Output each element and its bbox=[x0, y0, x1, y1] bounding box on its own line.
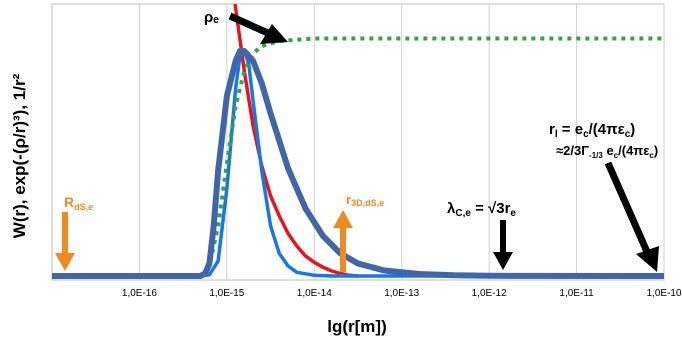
rl2-sub2: c bbox=[614, 151, 619, 160]
x-tick-labels: 1,0E-16 1,0E-15 1,0E-14 1,0E-13 1,0E-12 1,0E-… bbox=[122, 288, 682, 299]
y-axis-title: W(r), exp(-(ρ/r)³), 1/r² bbox=[10, 73, 29, 238]
x-tick-label: 1,0E-11 bbox=[559, 288, 594, 299]
plot-area bbox=[51, 3, 665, 281]
rl2-rest: e bbox=[603, 143, 614, 158]
lambda-rest-sub: e bbox=[510, 208, 516, 219]
x-tick-label: 1,0E-12 bbox=[472, 288, 507, 299]
rl1-sub: l bbox=[555, 129, 558, 140]
rl2-main: ≈2/3Γ bbox=[556, 143, 589, 158]
rl-line2: ≈2/3Γ-1/3 ec/(4πεc) bbox=[556, 143, 658, 160]
rho-e-arrow bbox=[228, 12, 288, 44]
rl1-end: ) bbox=[630, 121, 635, 138]
lambda-sub: C,e bbox=[455, 208, 471, 219]
rho-e-label: ρₑ bbox=[204, 9, 219, 26]
r3d-sub: 3D,dS,e bbox=[351, 198, 384, 208]
gridlines bbox=[138, 4, 665, 280]
x-axis-title: lg(r[m]) bbox=[327, 317, 386, 336]
series-line-4 bbox=[52, 48, 664, 279]
rl1-sub2: c bbox=[583, 129, 589, 140]
rl-line1: rl = ec/(4πεc) bbox=[549, 121, 635, 140]
rl1-sub3: c bbox=[625, 129, 631, 140]
r3d-arrow bbox=[333, 210, 353, 272]
rl1-main: r bbox=[549, 121, 555, 138]
r3d-main: r bbox=[346, 192, 351, 207]
lambda-main: λ bbox=[447, 200, 456, 217]
x-tick-label: 1,0E-16 bbox=[122, 288, 157, 299]
rl2-sub3: c bbox=[649, 151, 654, 160]
series-line-1 bbox=[233, 4, 360, 278]
rl-arrow bbox=[604, 161, 659, 272]
r-ds-e-arrow bbox=[55, 212, 75, 271]
rl2-end: ) bbox=[654, 143, 658, 158]
r-ds-e-label: RdS,e bbox=[64, 194, 93, 212]
x-tick-label: 1,0E-14 bbox=[297, 288, 332, 299]
series-line-3 bbox=[199, 36, 664, 278]
series-layer bbox=[52, 4, 664, 279]
rl1-rest2: /(4πε bbox=[589, 121, 625, 138]
rl2-sub: -1/3 bbox=[589, 151, 603, 160]
rl1-rest: = e bbox=[558, 121, 583, 138]
lambda-label: λC,e = √3re bbox=[447, 200, 516, 219]
r-ds-e-main: R bbox=[64, 194, 74, 210]
lambda-arrow bbox=[493, 220, 513, 270]
x-tick-label: 1,0E-13 bbox=[384, 288, 419, 299]
lambda-rest: = √3r bbox=[471, 200, 511, 217]
x-tick-label: 1,0E-15 bbox=[209, 288, 244, 299]
rl2-rest2: /(4πε bbox=[618, 143, 649, 158]
x-tick-label: 1,0E-10 bbox=[646, 288, 681, 299]
r-ds-e-sub: dS,e bbox=[74, 202, 93, 212]
series-line-2 bbox=[52, 49, 664, 278]
r3d-label: r3D,dS,e bbox=[346, 192, 384, 208]
